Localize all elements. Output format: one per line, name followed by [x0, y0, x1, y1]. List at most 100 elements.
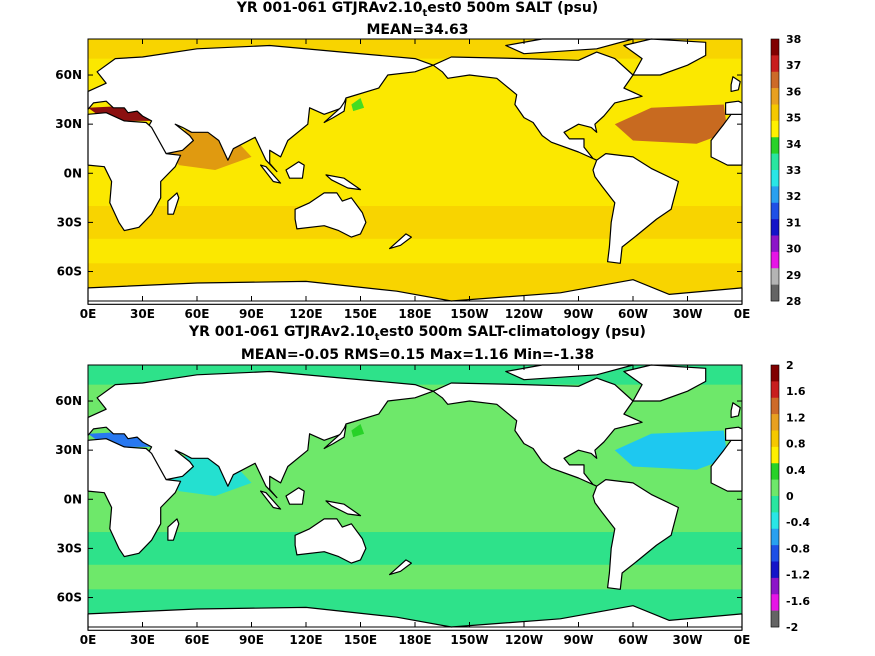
kuroshio-patch: [351, 424, 365, 438]
australia-land: [294, 518, 367, 564]
x-tick-label: 120W: [505, 307, 543, 321]
x-tick-label: 0E: [734, 307, 751, 321]
colorbar-label: 1.2: [786, 411, 806, 424]
colorbar-swatch: [771, 496, 779, 513]
x-tick-label: 60E: [185, 307, 210, 321]
x-tick-label: 30W: [673, 307, 703, 321]
madagascar-land: [167, 518, 180, 541]
colorbar-label: 31: [786, 216, 801, 229]
salinity-anomaly-map: 0E 30E 60E 90E 120E 150E 180E 150W 120W 90W 60W 30W…: [55, 359, 810, 647]
colorbar-label: 33: [786, 164, 801, 177]
colorbar-label: 2: [786, 359, 794, 372]
colorbar-swatch: [771, 446, 779, 464]
greenland-land: [623, 38, 707, 76]
north-america-land: [432, 51, 643, 161]
australia-land: [294, 192, 367, 238]
uk-land: [730, 402, 741, 419]
colorbar-swatch: [771, 577, 779, 595]
atlantic-patch: [614, 430, 728, 470]
japan-land: [323, 424, 347, 450]
colorbar-swatch: [771, 202, 779, 220]
panel2-subtitle: MEAN=-0.05 RMS=0.15 Max=1.16 Min=-1.38: [240, 347, 595, 363]
x-tick-label: 150E: [344, 633, 377, 647]
iberia-land: [724, 100, 743, 115]
colorbar-label: 0.8: [786, 438, 806, 451]
colorbar-label: -0.4: [786, 516, 810, 529]
south-america-land: [592, 153, 680, 264]
colorbar-swatch: [771, 479, 779, 497]
colorbar-swatch: [771, 545, 779, 562]
colorbar-label: 29: [786, 269, 801, 282]
x-tick-label: 90E: [239, 633, 264, 647]
new-zealand-land: [389, 233, 412, 250]
colorbar-swatch: [771, 594, 779, 611]
x-tick-label: 150W: [450, 307, 488, 321]
y-tick-label: 30S: [57, 541, 82, 555]
colorbar-swatch: [771, 170, 779, 187]
colorbar-label: -1.2: [786, 569, 810, 582]
panel1-title: YR 001-061 GTJRAv2.10test0 500m SALT (ps…: [236, 0, 599, 19]
new-guinea-land: [325, 174, 362, 191]
colorbar-label: 32: [786, 190, 801, 203]
colorbar-label: 37: [786, 59, 801, 72]
colorbar-label: -0.8: [786, 542, 810, 555]
colorbar-label: 28: [786, 295, 801, 308]
x-tick-label: 0E: [80, 633, 97, 647]
southern-band: [88, 564, 742, 590]
japan-land: [323, 98, 347, 124]
colorbar-swatch: [771, 528, 779, 546]
europe-asia-land: [87, 44, 434, 173]
x-tick-label: 90W: [564, 633, 594, 647]
y-tick-label: 60S: [57, 591, 82, 605]
africa-land: [87, 438, 182, 558]
atlantic-patch: [614, 104, 728, 144]
map-frame: 0E 30E 60E 90E 120E 150E 180E 150W 120W 90W 60W 30W…: [55, 33, 801, 321]
madagascar-land: [167, 192, 180, 215]
uk-land: [730, 76, 741, 93]
colorbar-swatch: [771, 430, 779, 448]
y-tick-label: 60N: [55, 394, 82, 408]
colorbar-swatch: [771, 104, 779, 122]
x-tick-label: 120E: [289, 307, 322, 321]
x-tick-label: 120W: [505, 633, 543, 647]
x-tick-label: 150E: [344, 307, 377, 321]
colorbar-swatch: [771, 381, 779, 399]
colorbar-swatch: [771, 414, 779, 431]
colorbar-label: -1.6: [786, 595, 810, 608]
colorbar-swatch: [771, 251, 779, 269]
colorbar-label: 30: [786, 243, 802, 256]
colorbar-label: 34: [786, 138, 802, 151]
north-america-land: [432, 377, 643, 487]
greenland-land: [623, 364, 707, 402]
x-tick-label: 180E: [398, 633, 431, 647]
colorbar-swatch: [771, 561, 779, 579]
colorbar-border: [770, 38, 780, 302]
x-tick-label: 30E: [130, 633, 155, 647]
salinity-map: 0E 30E 60E 90E 120E 150E 180E 150W 120W 90W 60W 30W…: [55, 33, 801, 321]
colorbar-swatch: [771, 186, 779, 204]
colorbar-label: 35: [786, 112, 801, 125]
colorbar-label: 0: [786, 490, 794, 503]
x-tick-label: 150W: [450, 633, 488, 647]
colorbar-swatch: [771, 137, 779, 154]
y-tick-label: 60S: [57, 265, 82, 279]
x-tick-label: 60W: [618, 633, 648, 647]
colorbar-swatch: [771, 55, 779, 73]
colorbar-swatch: [771, 512, 779, 530]
new-zealand-land: [389, 559, 412, 576]
panel2-title: YR 001-061 GTJRAv2.10test0 500m SALT-cli…: [189, 324, 646, 343]
colorbar-label: 38: [786, 33, 801, 46]
x-tick-label: 90E: [239, 307, 264, 321]
y-tick-label: 30S: [57, 215, 82, 229]
europe-asia-land: [87, 370, 434, 499]
colorbar-swatch: [771, 219, 779, 236]
x-tick-label: 0E: [734, 633, 751, 647]
colorbar-swatch: [771, 71, 779, 89]
colorbar-label: 0.4: [786, 464, 806, 477]
y-tick-label: 0N: [64, 166, 82, 180]
colorbar-swatch: [771, 235, 779, 253]
x-tick-label: 0E: [80, 307, 97, 321]
y-tick-label: 30N: [55, 117, 82, 131]
colorbar-swatch: [771, 153, 779, 171]
colorbar-border: [770, 364, 780, 628]
